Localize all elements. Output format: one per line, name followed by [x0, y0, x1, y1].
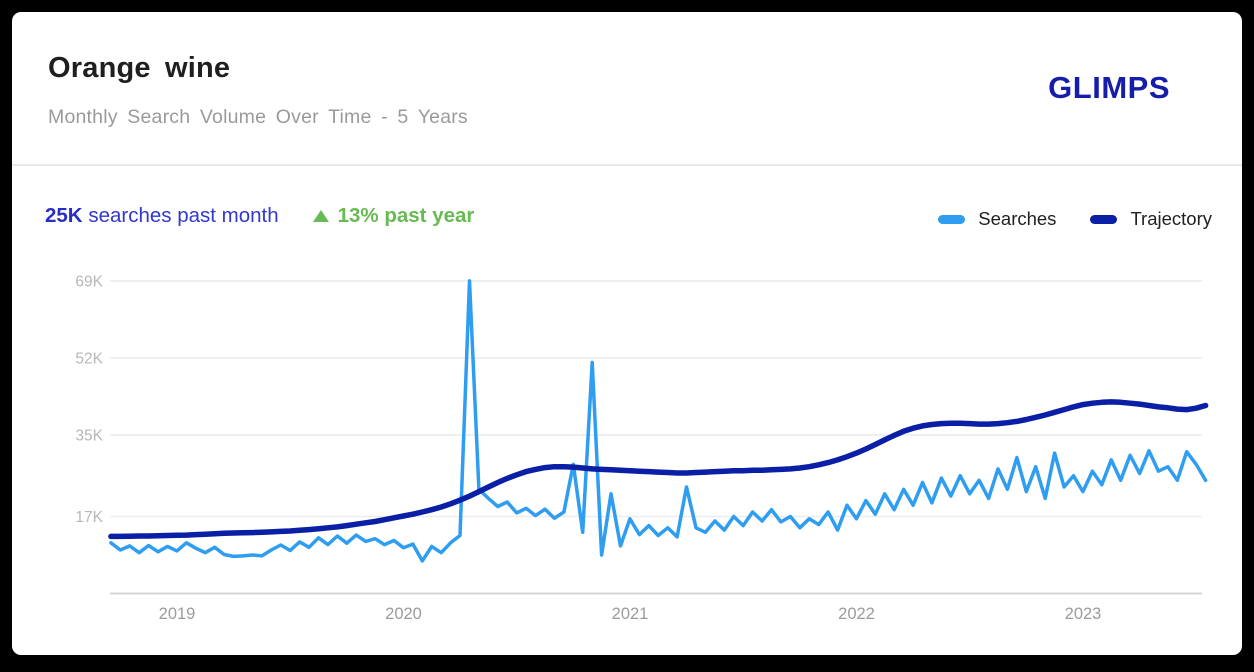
page-title: Orange wine	[48, 52, 231, 84]
report-card: Orange wine Monthly Search Volume Over T…	[12, 12, 1242, 655]
report-header: Orange wine Monthly Search Volume Over T…	[12, 12, 1242, 164]
header-divider	[12, 164, 1242, 166]
svg-text:2023: 2023	[1065, 605, 1102, 623]
trajectory-swatch-icon	[1090, 214, 1118, 224]
svg-text:17K: 17K	[75, 509, 103, 526]
chart-legend: Searches Trajectory	[938, 208, 1212, 230]
triangle-up-icon	[312, 210, 329, 222]
yearly-change-stat: 13% past year	[312, 204, 475, 228]
svg-text:69K: 69K	[75, 273, 103, 290]
svg-text:2019: 2019	[159, 605, 196, 623]
svg-text:35K: 35K	[75, 427, 103, 444]
legend-item-trajectory[interactable]: Trajectory	[1090, 208, 1212, 230]
search-volume-stat: 25K searches past month	[45, 204, 279, 228]
chart-svg[interactable]: 17K 35K 52K 69K 2019 2020 2021 2022 2023	[62, 262, 1222, 630]
legend-label-searches: Searches	[978, 208, 1057, 229]
search-volume-value: 25K	[45, 204, 83, 227]
legend-item-searches[interactable]: Searches	[938, 208, 1056, 230]
legend-label-trajectory: Trajectory	[1130, 208, 1212, 229]
page-subtitle: Monthly Search Volume Over Time - 5 Year…	[48, 106, 468, 128]
svg-text:52K: 52K	[75, 350, 103, 367]
change-label: past year	[384, 204, 475, 227]
glimpse-logo-text: GLIMPS	[1048, 70, 1170, 105]
svg-text:2020: 2020	[385, 605, 422, 623]
search-volume-label: searches past month	[88, 204, 279, 227]
svg-text:2021: 2021	[612, 605, 649, 623]
glimpse-logo: GLIMPS	[1048, 70, 1204, 106]
glimpse-logo-e-icon	[1174, 79, 1204, 97]
change-percent: 13%	[337, 204, 379, 227]
searches-swatch-icon	[938, 214, 966, 224]
stats-row: 25K searches past month 13% past year	[45, 204, 474, 228]
svg-text:2022: 2022	[838, 605, 875, 623]
chart-area[interactable]: 17K 35K 52K 69K 2019 2020 2021 2022 2023	[62, 262, 1222, 630]
